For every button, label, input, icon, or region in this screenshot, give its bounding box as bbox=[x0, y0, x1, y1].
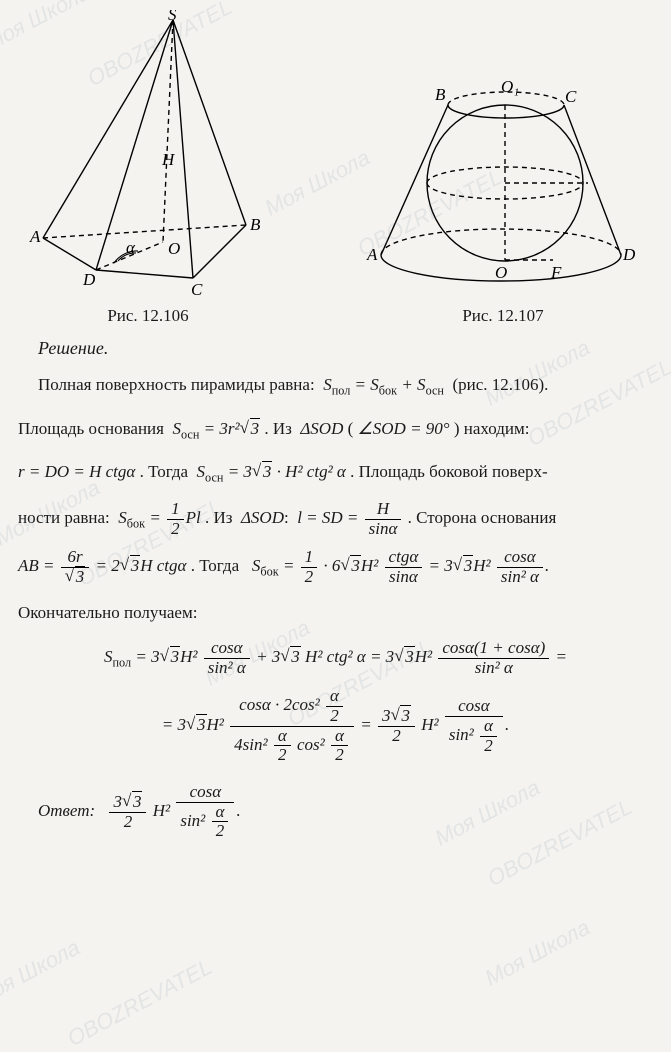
sod-angle: ∠SOD = 90° bbox=[358, 419, 450, 438]
label-o1: O₁ bbox=[501, 77, 519, 96]
l1b: (рис. 12.106). bbox=[452, 375, 548, 394]
caption-2: Рис. 12.107 bbox=[353, 306, 653, 326]
pyramid-svg: S A B C D O H α bbox=[18, 10, 278, 300]
line-6: Окончательно получаем: bbox=[18, 597, 653, 629]
r-eq: r = DO = H ctgα bbox=[18, 462, 135, 481]
l2b: . Из bbox=[264, 419, 292, 438]
figure-right: B O₁ C A D O F Рис. 12.107 bbox=[353, 60, 653, 326]
sod: ΔSOD bbox=[300, 419, 343, 438]
l1a: Полная поверхность пирамиды равна: bbox=[38, 375, 315, 394]
label-b2: B bbox=[435, 85, 446, 104]
label-o2: O bbox=[495, 263, 507, 282]
line-8: = 33H² cosα · 2cos² α2 4sin² α2 cos² α2 … bbox=[18, 687, 653, 765]
frustum-sphere-svg: B O₁ C A D O F bbox=[353, 60, 653, 300]
figure-left: S A B C D O H α Рис. 12.106 bbox=[18, 10, 278, 326]
label-a2: A bbox=[366, 245, 378, 264]
label-f: F bbox=[550, 263, 562, 282]
label-alpha: α bbox=[126, 238, 136, 257]
line-1: Полная поверхность пирамиды равна: Sпол … bbox=[18, 369, 653, 403]
sod2: ΔSOD bbox=[241, 508, 284, 527]
label-b: B bbox=[250, 215, 261, 234]
label-o: O bbox=[168, 239, 180, 258]
l4b: . Из bbox=[205, 508, 233, 527]
answer-label: Ответ: bbox=[38, 801, 95, 820]
line-2: Площадь основания Sосн = 3r²3 . Из ΔSOD … bbox=[18, 413, 653, 447]
l2a: Площадь основания bbox=[18, 419, 164, 438]
label-h: H bbox=[161, 150, 176, 169]
caption-1: Рис. 12.106 bbox=[18, 306, 278, 326]
l2c: находим: bbox=[464, 419, 530, 438]
l5a: . Тогда bbox=[191, 556, 239, 575]
line-3: r = DO = H ctgα . Тогда Sосн = 33 · H² c… bbox=[18, 456, 653, 490]
figures-row: S A B C D O H α Рис. 12.106 bbox=[18, 10, 653, 326]
label-c: C bbox=[191, 280, 203, 299]
label-s: S bbox=[168, 10, 177, 24]
l3b: . Площадь боковой поверх- bbox=[350, 462, 548, 481]
line-7: Sпол = 33H² cosαsin² α + 33 H² ctg² α = … bbox=[18, 639, 653, 677]
line-5: AB = 6r3 = 23H ctgα . Тогда Sбок = 12 · … bbox=[18, 548, 653, 586]
label-d: D bbox=[82, 270, 96, 289]
label-d2: D bbox=[622, 245, 636, 264]
l4a: ности равна: bbox=[18, 508, 110, 527]
answer-line: Ответ: 332 H² cosα sin² α2 . bbox=[38, 783, 653, 841]
l4c: . Сторона основания bbox=[408, 508, 557, 527]
l3a: . Тогда bbox=[140, 462, 188, 481]
label-a: A bbox=[29, 227, 41, 246]
label-c2: C bbox=[565, 87, 577, 106]
solution-heading: Решение. bbox=[38, 338, 653, 359]
line-4: ности равна: Sбок = 12Pl . Из ΔSOD: l = … bbox=[18, 500, 653, 538]
